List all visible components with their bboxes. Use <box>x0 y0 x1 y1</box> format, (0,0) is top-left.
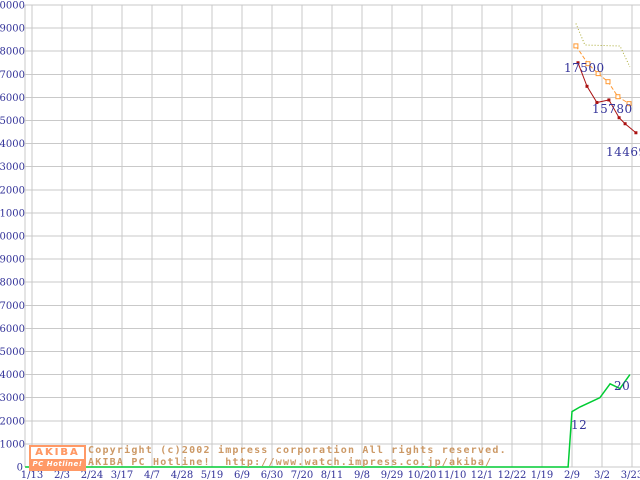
x-axis-tick-label: 1/13 <box>21 470 43 480</box>
x-axis-tick-label: 8/11 <box>321 470 343 480</box>
y-axis-tick-label: 3000 <box>0 393 25 404</box>
y-axis-tick-label: 11000 <box>0 208 25 219</box>
y-axis-tick-label: 1000 <box>0 439 25 450</box>
x-axis-tick-label: 4/28 <box>171 470 193 480</box>
red-solid-line-marker <box>595 100 599 104</box>
x-axis-tick-label: 2/3 <box>54 470 70 480</box>
y-axis-tick-label: 18000 <box>0 47 25 58</box>
y-axis-tick-label: 10000 <box>0 232 25 243</box>
red-solid-line-marker <box>585 84 589 88</box>
site-url-line: AKIBA PC Hotline! http://www.watch.impre… <box>88 457 493 468</box>
x-axis-tick-label: 7/20 <box>291 470 313 480</box>
red-solid-line-marker <box>634 131 638 135</box>
data-value-label: 12 <box>571 418 587 432</box>
y-axis-tick-label: 4000 <box>0 370 25 381</box>
red-solid-line-marker <box>607 98 611 102</box>
orange-dashed-line-marker <box>615 94 621 100</box>
data-value-label: 15780 <box>592 102 633 116</box>
olive-dotted-line <box>575 23 631 68</box>
x-axis-tick-label: 5/19 <box>201 470 223 480</box>
x-axis-tick-label: 9/29 <box>381 470 403 480</box>
y-axis-tick-label: 20000 <box>0 1 25 12</box>
orange-dashed-line-marker <box>573 43 579 49</box>
x-axis-tick-label: 4/7 <box>144 470 160 480</box>
orange-dashed-line-marker <box>585 61 591 67</box>
y-axis-tick-label: 19000 <box>0 24 25 35</box>
akiba-logo-text: AKIBA <box>35 447 80 458</box>
y-axis-tick-label: 14000 <box>0 139 25 150</box>
y-axis-tick-label: 7000 <box>0 301 25 312</box>
x-axis-tick-label: 3/2 <box>594 470 610 480</box>
red-solid-line-marker <box>623 122 627 126</box>
orange-dashed-line-marker <box>626 101 632 107</box>
orange-dashed-line-marker <box>605 79 611 85</box>
y-axis-tick-label: 15000 <box>0 116 25 127</box>
copyright-line: Copyright (c)2002 impress corporation Al… <box>88 445 507 456</box>
x-axis-tick-label: 10/20 <box>408 470 437 480</box>
y-axis-tick-label: 5000 <box>0 347 25 358</box>
y-axis-tick-label: 0 <box>17 463 23 474</box>
x-axis-tick-label: 11/10 <box>438 470 467 480</box>
akiba-logo: AKIBA PC Hotline! <box>29 445 86 471</box>
x-axis-tick-label: 12/1 <box>471 470 493 480</box>
y-axis-tick-label: 17000 <box>0 70 25 81</box>
x-axis-tick-label: 12/22 <box>498 470 527 480</box>
x-axis-tick-label: 6/9 <box>234 470 250 480</box>
x-axis-tick-label: 1/19 <box>531 470 553 480</box>
x-axis-tick-label: 9/8 <box>354 470 370 480</box>
y-axis-tick-label: 8000 <box>0 278 25 289</box>
red-solid-line-marker <box>576 61 580 65</box>
orange-dashed-line-marker <box>595 71 601 77</box>
data-value-label: 14469 <box>606 145 640 159</box>
x-axis-tick-label: 3/17 <box>111 470 133 480</box>
y-axis-tick-label: 6000 <box>0 324 25 335</box>
y-axis-tick-label: 9000 <box>0 255 25 266</box>
data-value-label: 17500 <box>564 61 605 75</box>
x-axis-tick-label: 2/24 <box>81 470 103 480</box>
green-solid-line <box>25 374 631 468</box>
y-axis-tick-label: 16000 <box>0 93 25 104</box>
red-solid-line-marker <box>617 116 621 120</box>
pc-hotline-logo-text: PC Hotline! <box>31 459 84 469</box>
x-axis-tick-label: 2/9 <box>564 470 580 480</box>
x-axis-tick-label: 3/23 <box>621 470 640 480</box>
x-axis-tick-label: 6/30 <box>261 470 283 480</box>
y-axis-tick-label: 13000 <box>0 162 25 173</box>
data-value-label: 20 <box>614 379 630 393</box>
y-axis-tick-label: 2000 <box>0 416 25 427</box>
y-axis-tick-label: 12000 <box>0 185 25 196</box>
